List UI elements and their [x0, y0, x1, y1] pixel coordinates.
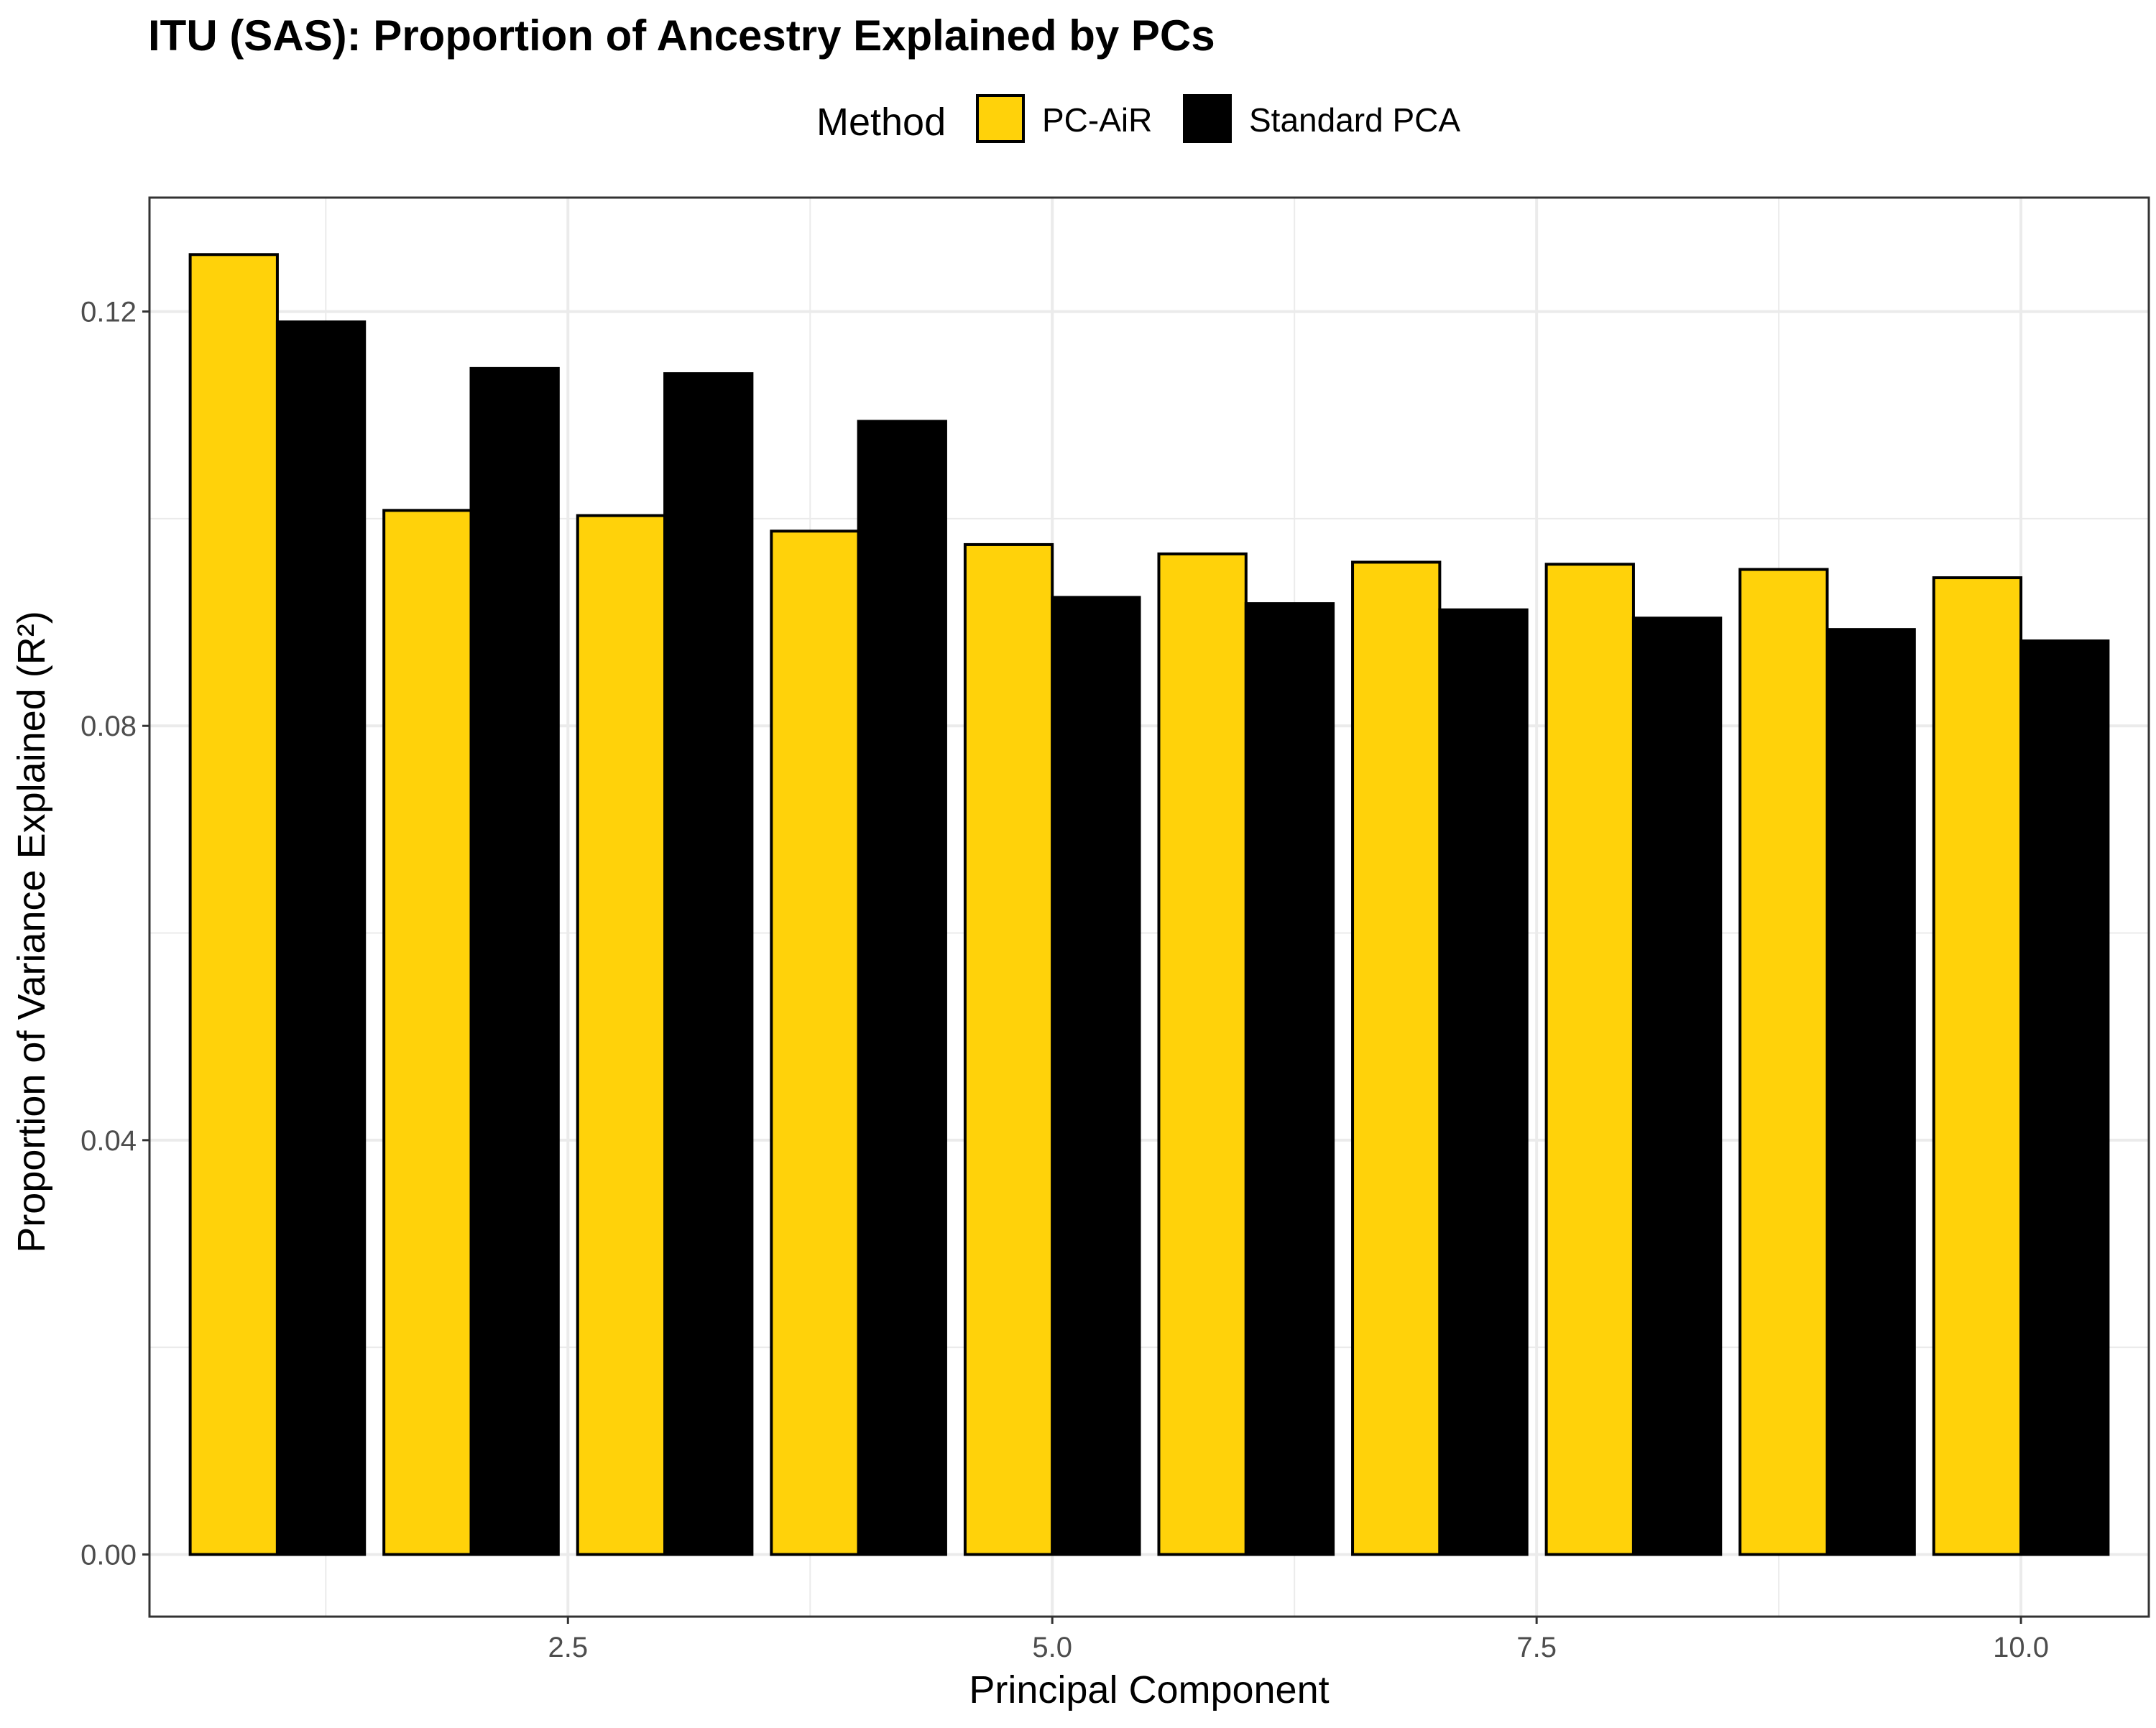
bar-pc-air	[1157, 552, 1248, 1556]
legend-label-pc-air: PC-AiR	[1042, 101, 1152, 139]
x-tick-label: 2.5	[548, 1632, 588, 1663]
x-tick-label: 5.0	[1032, 1632, 1072, 1663]
bar-standard-pca	[1051, 596, 1141, 1556]
bar-standard-pca	[1631, 616, 1723, 1556]
bar-standard-pca	[857, 420, 947, 1556]
x-tick-label: 7.5	[1516, 1632, 1557, 1663]
legend: Method PC-AiR Standard PCA	[816, 94, 1460, 144]
legend-label-standard-pca: Standard PCA	[1249, 101, 1460, 139]
bar-pc-air	[1351, 560, 1442, 1556]
legend-key-pc-air	[976, 94, 1025, 143]
bar-standard-pca	[275, 320, 367, 1556]
bar-standard-pca	[1244, 602, 1335, 1556]
bar-standard-pca	[2019, 639, 2110, 1556]
panel-border	[148, 196, 2150, 1618]
bar-standard-pca	[1438, 608, 1529, 1556]
bar-pc-air	[1544, 563, 1635, 1556]
y-tick-label: 0.12	[80, 297, 137, 328]
bar-pc-air	[1738, 568, 1829, 1556]
legend-key-standard-pca	[1183, 94, 1232, 143]
x-tick-label: 10.0	[1993, 1632, 2049, 1663]
plot-panel: 0.00 0.04 0.08 0.12 2.5 5.0 7.5 10.0	[80, 196, 2150, 1663]
chart-title: ITU (SAS): Proportion of Ancestry Explai…	[148, 11, 1215, 60]
bar-standard-pca	[469, 366, 560, 1556]
y-tick-label: 0.00	[80, 1540, 137, 1571]
bar-pc-air	[576, 514, 667, 1556]
bar-pc-air	[1932, 576, 2023, 1556]
y-tick-label: 0.04	[80, 1125, 137, 1157]
y-axis-title: Proportion of Variance Explained (R²)	[10, 611, 53, 1252]
x-axis-title: Principal Component	[969, 1668, 1329, 1711]
bar-pc-air	[770, 530, 860, 1556]
bar-pc-air	[963, 542, 1054, 1556]
bar-standard-pca	[663, 372, 754, 1556]
y-tick-label: 0.08	[80, 711, 137, 742]
legend-title: Method	[816, 101, 946, 144]
bar-standard-pca	[1825, 628, 1916, 1556]
bar-pc-air	[382, 509, 473, 1556]
bar-pc-air	[188, 253, 279, 1556]
